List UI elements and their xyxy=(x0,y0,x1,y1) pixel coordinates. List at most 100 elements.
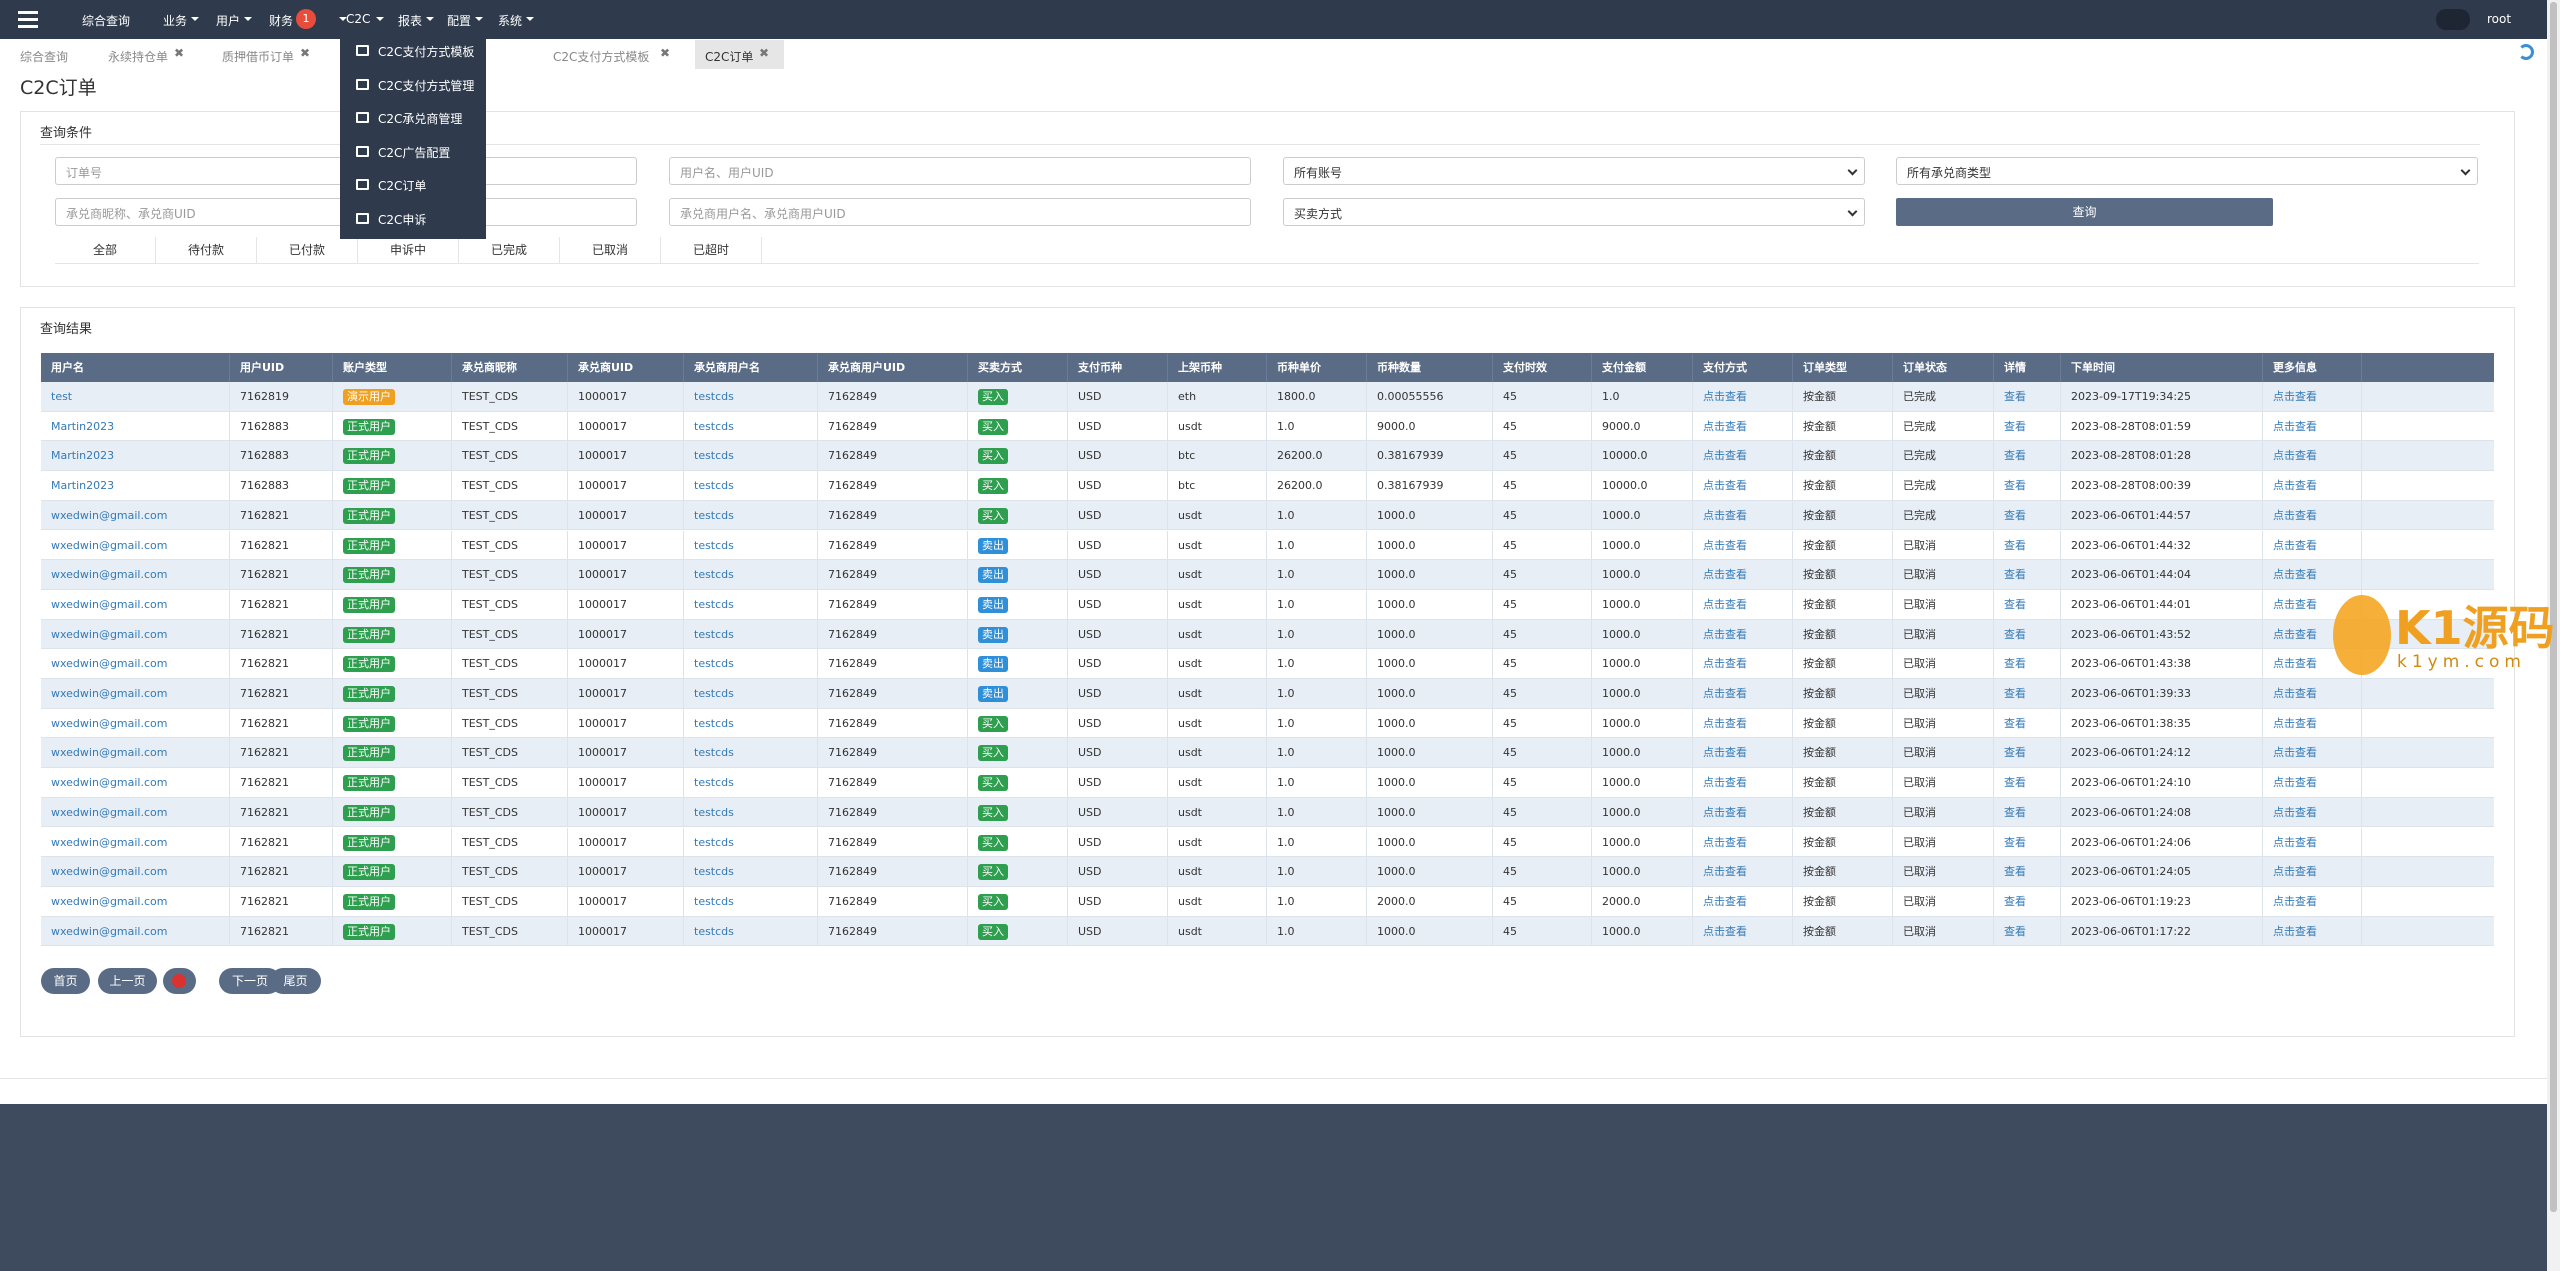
nav-item[interactable]: 报表 xyxy=(398,14,423,28)
table-link[interactable]: 点击查看 xyxy=(1703,479,1747,493)
table-link[interactable]: 查看 xyxy=(2004,538,2026,552)
query-field[interactable]: 所有账号 xyxy=(1283,157,1865,185)
refresh-icon[interactable] xyxy=(2518,44,2534,60)
table-link[interactable]: 点击查看 xyxy=(2273,538,2317,552)
table-link[interactable]: wxedwin@gmail.com xyxy=(51,716,168,730)
table-link[interactable]: testcds xyxy=(694,419,734,433)
nav-item[interactable]: 用户 xyxy=(216,14,241,28)
table-link[interactable]: 点击查看 xyxy=(2273,805,2317,819)
dropdown-item[interactable]: C2C申诉 xyxy=(378,213,427,227)
table-link[interactable]: testcds xyxy=(694,716,734,730)
table-link[interactable]: 查看 xyxy=(2004,657,2026,671)
status-tab[interactable]: 申诉中 xyxy=(358,237,459,263)
table-link[interactable]: testcds xyxy=(694,479,734,493)
table-link[interactable]: 点击查看 xyxy=(2273,894,2317,908)
table-link[interactable]: 查看 xyxy=(2004,924,2026,938)
table-link[interactable]: wxedwin@gmail.com xyxy=(51,508,168,522)
table-link[interactable]: 点击查看 xyxy=(2273,568,2317,582)
table-link[interactable]: testcds xyxy=(694,776,734,790)
dropdown-item[interactable]: C2C支付方式管理 xyxy=(378,78,475,93)
table-link[interactable]: 查看 xyxy=(2004,419,2026,433)
table-link[interactable]: Martin2023 xyxy=(51,479,115,493)
user-menu[interactable]: root xyxy=(2487,12,2512,26)
page-button[interactable]: 下一页 xyxy=(219,968,281,994)
nav-item[interactable]: C2C xyxy=(346,12,371,26)
table-link[interactable]: 查看 xyxy=(2004,449,2026,463)
query-field[interactable]: 买卖方式 xyxy=(1283,198,1865,226)
table-link[interactable]: wxedwin@gmail.com xyxy=(51,776,168,790)
table-link[interactable]: 点击查看 xyxy=(2273,508,2317,522)
table-link[interactable]: 点击查看 xyxy=(2273,479,2317,493)
table-link[interactable]: wxedwin@gmail.com xyxy=(51,746,168,760)
tab[interactable]: C2C订单 xyxy=(705,50,754,64)
table-link[interactable]: 点击查看 xyxy=(1703,508,1747,522)
table-link[interactable]: 查看 xyxy=(2004,894,2026,908)
table-link[interactable]: 点击查看 xyxy=(1703,894,1747,908)
table-link[interactable]: wxedwin@gmail.com xyxy=(51,627,168,641)
dropdown-item[interactable]: C2C广告配置 xyxy=(378,145,451,160)
table-link[interactable]: 点击查看 xyxy=(2273,687,2317,700)
query-button[interactable]: 查询 xyxy=(1896,198,2273,226)
table-link[interactable]: 点击查看 xyxy=(2273,746,2317,760)
table-link[interactable]: 点击查看 xyxy=(2273,390,2317,403)
table-link[interactable]: 点击查看 xyxy=(1703,805,1747,819)
table-link[interactable]: 点击查看 xyxy=(1703,776,1747,790)
table-link[interactable]: testcds xyxy=(694,746,734,760)
table-link[interactable]: testcds xyxy=(694,597,734,611)
table-link[interactable]: 点击查看 xyxy=(2273,597,2317,611)
page-button[interactable]: 尾页 xyxy=(270,968,321,994)
table-link[interactable]: 点击查看 xyxy=(1703,716,1747,730)
status-tab[interactable]: 全部 xyxy=(55,237,156,263)
table-link[interactable]: 查看 xyxy=(2004,865,2026,879)
dropdown-item[interactable]: C2C支付方式模板 xyxy=(378,45,475,59)
nav-item[interactable]: 财务 xyxy=(269,14,294,28)
dropdown-item[interactable]: C2C承兑商管理 xyxy=(378,112,463,127)
table-link[interactable]: 点击查看 xyxy=(1703,835,1747,849)
table-link[interactable]: testcds xyxy=(694,894,734,908)
table-link[interactable]: testcds xyxy=(694,657,734,671)
page-button[interactable]: 上一页 xyxy=(98,968,157,994)
table-link[interactable]: wxedwin@gmail.com xyxy=(51,657,168,671)
table-link[interactable]: 查看 xyxy=(2004,805,2026,819)
table-link[interactable]: 点击查看 xyxy=(1703,538,1747,552)
table-link[interactable]: 点击查看 xyxy=(2273,776,2317,790)
tab-close[interactable]: ✖ xyxy=(300,46,311,60)
table-link[interactable]: 点击查看 xyxy=(2273,657,2317,671)
table-link[interactable]: 查看 xyxy=(2004,687,2026,700)
nav-item[interactable]: 业务 xyxy=(163,14,188,28)
table-link[interactable]: Martin2023 xyxy=(51,419,115,433)
tab-close[interactable]: ✖ xyxy=(174,46,185,60)
table-link[interactable]: testcds xyxy=(694,538,734,552)
table-link[interactable]: 点击查看 xyxy=(1703,865,1747,879)
table-link[interactable]: 点击查看 xyxy=(1703,390,1747,403)
table-link[interactable]: testcds xyxy=(694,924,734,938)
table-link[interactable]: 查看 xyxy=(2004,835,2026,849)
status-tab[interactable]: 已超时 xyxy=(661,237,762,263)
query-field[interactable]: 承兑商用户名、承兑商用户UID xyxy=(669,198,1251,226)
tab-close[interactable]: ✖ xyxy=(660,46,671,60)
table-link[interactable]: testcds xyxy=(694,835,734,849)
table-link[interactable]: 查看 xyxy=(2004,597,2026,611)
table-link[interactable]: wxedwin@gmail.com xyxy=(51,924,168,938)
table-link[interactable]: wxedwin@gmail.com xyxy=(51,687,168,700)
status-tab[interactable]: 已付款 xyxy=(257,237,358,263)
table-link[interactable]: wxedwin@gmail.com xyxy=(51,894,168,908)
table-link[interactable]: 查看 xyxy=(2004,479,2026,493)
table-link[interactable]: 点击查看 xyxy=(1703,924,1747,938)
tab[interactable]: C2C支付方式模板 xyxy=(553,50,650,64)
table-link[interactable]: wxedwin@gmail.com xyxy=(51,597,168,611)
table-link[interactable]: testcds xyxy=(694,390,734,403)
query-field[interactable]: 所有承兑商类型 xyxy=(1896,157,2478,185)
query-field[interactable]: 用户名、用户UID xyxy=(669,157,1251,185)
tab-close[interactable]: ✖ xyxy=(759,46,770,60)
table-link[interactable]: wxedwin@gmail.com xyxy=(51,538,168,552)
table-link[interactable]: wxedwin@gmail.com xyxy=(51,835,168,849)
nav-item[interactable]: 系统 xyxy=(498,14,523,28)
nav-item[interactable]: 综合查询 xyxy=(82,14,131,28)
table-link[interactable]: 点击查看 xyxy=(2273,627,2317,641)
table-link[interactable]: 点击查看 xyxy=(1703,657,1747,671)
chat-icon[interactable] xyxy=(2436,9,2470,30)
current-page[interactable] xyxy=(163,968,196,994)
table-link[interactable]: testcds xyxy=(694,805,734,819)
table-link[interactable]: 查看 xyxy=(2004,568,2026,582)
